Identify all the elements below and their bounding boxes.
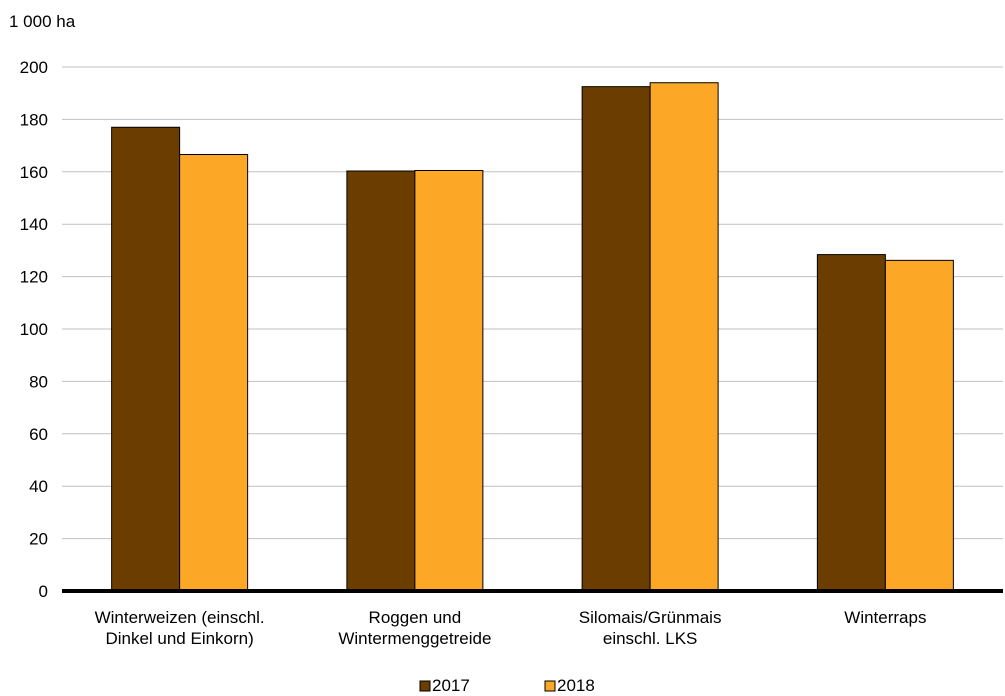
y-tick-label: 100 — [20, 320, 48, 339]
y-tick-label: 140 — [20, 215, 48, 234]
x-category-label: Winterraps — [844, 608, 926, 627]
legend-swatch-2017 — [419, 680, 431, 692]
x-category-label: Silomais/Grünmais einschl. LKS — [579, 608, 722, 648]
y-tick-label: 20 — [29, 530, 48, 549]
legend: 2017 2018 — [419, 676, 595, 695]
legend-label-2017: 2017 — [432, 676, 470, 695]
y-tick-label: 80 — [29, 372, 48, 391]
bar-2017-0 — [111, 126, 181, 592]
legend-swatch-2018 — [544, 680, 556, 692]
bar-2017-2 — [581, 86, 651, 592]
legend-label-2018: 2018 — [557, 676, 595, 695]
bar-2018-3 — [884, 259, 954, 592]
y-tick-label: 40 — [29, 477, 48, 496]
y-axis-unit-label: 1 000 ha — [9, 12, 76, 31]
bar-2017-1 — [346, 170, 416, 592]
y-tick-label: 160 — [20, 163, 48, 182]
y-tick-label: 60 — [29, 425, 48, 444]
x-category-label: Roggen und Wintermenggetreide — [338, 608, 491, 648]
bars — [111, 82, 954, 592]
x-axis-category-labels: Winterweizen (einschl. Dinkel und Einkorn… — [95, 608, 927, 648]
bar-2018-1 — [414, 169, 484, 592]
bar-2018-2 — [649, 82, 719, 592]
y-tick-label: 120 — [20, 268, 48, 287]
y-tick-label: 0 — [39, 582, 48, 601]
bar-2018-0 — [179, 154, 249, 592]
x-category-label: Winterweizen (einschl. Dinkel und Einkorn… — [95, 608, 265, 648]
y-tick-label: 200 — [20, 58, 48, 77]
y-tick-label: 180 — [20, 110, 48, 129]
y-axis-ticks: 0 20 40 60 80 100 120 140 160 180 200 — [20, 58, 48, 601]
bar-2017-3 — [816, 254, 886, 592]
